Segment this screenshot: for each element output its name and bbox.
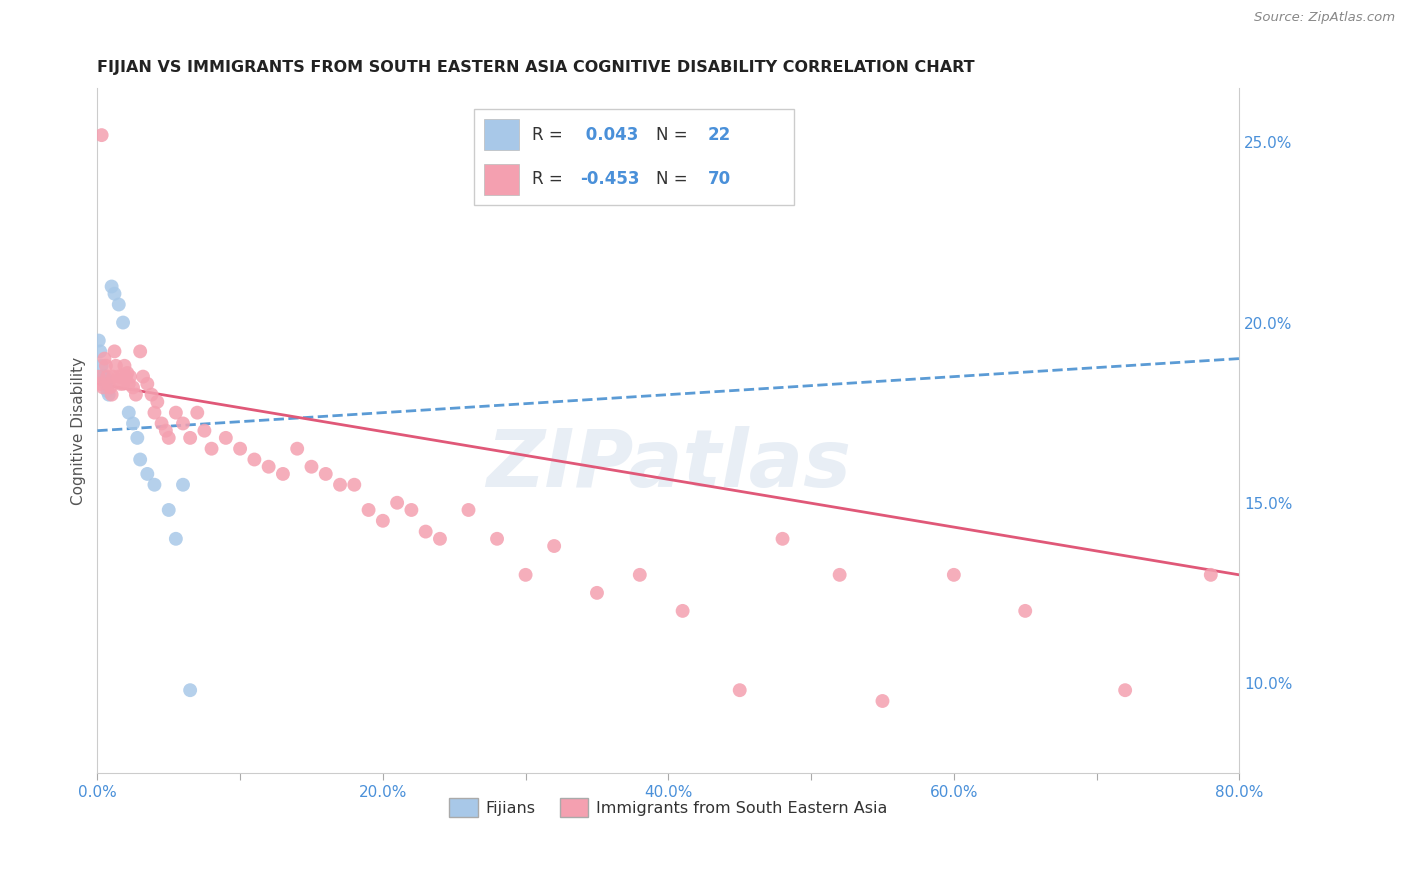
Y-axis label: Cognitive Disability: Cognitive Disability bbox=[72, 357, 86, 505]
Point bbox=[371, 514, 394, 528]
Point bbox=[179, 683, 201, 698]
Point bbox=[90, 359, 112, 373]
Point bbox=[1114, 683, 1136, 698]
Point bbox=[91, 380, 114, 394]
Point bbox=[97, 387, 120, 401]
Point bbox=[357, 503, 380, 517]
Point bbox=[122, 417, 145, 431]
Point bbox=[401, 503, 423, 517]
Point bbox=[98, 380, 121, 394]
Point bbox=[112, 376, 135, 391]
Point bbox=[942, 567, 965, 582]
Point bbox=[186, 406, 208, 420]
Point bbox=[429, 532, 451, 546]
Point bbox=[157, 431, 180, 445]
Point bbox=[486, 532, 509, 546]
Point bbox=[91, 369, 114, 384]
Point bbox=[143, 477, 166, 491]
Point bbox=[97, 376, 120, 391]
Point bbox=[229, 442, 252, 456]
Point bbox=[87, 334, 110, 348]
Point bbox=[108, 376, 131, 391]
Point bbox=[415, 524, 437, 539]
Point bbox=[1014, 604, 1036, 618]
Point bbox=[329, 477, 352, 491]
Text: Source: ZipAtlas.com: Source: ZipAtlas.com bbox=[1254, 11, 1395, 24]
Point bbox=[132, 369, 155, 384]
Point bbox=[100, 387, 122, 401]
Point bbox=[89, 376, 111, 391]
Point bbox=[117, 366, 139, 380]
Point bbox=[107, 369, 129, 384]
Point bbox=[628, 567, 651, 582]
Point bbox=[457, 503, 479, 517]
Point bbox=[107, 297, 129, 311]
Point bbox=[772, 532, 794, 546]
Point bbox=[141, 387, 163, 401]
Point bbox=[215, 431, 238, 445]
Text: FIJIAN VS IMMIGRANTS FROM SOUTH EASTERN ASIA COGNITIVE DISABILITY CORRELATION CH: FIJIAN VS IMMIGRANTS FROM SOUTH EASTERN … bbox=[97, 60, 974, 75]
Point bbox=[146, 394, 169, 409]
Point bbox=[90, 128, 112, 142]
Point bbox=[872, 694, 894, 708]
Point bbox=[1199, 567, 1222, 582]
Point bbox=[165, 406, 187, 420]
Point bbox=[728, 683, 751, 698]
Point bbox=[543, 539, 565, 553]
Point bbox=[136, 467, 159, 481]
Point bbox=[129, 344, 152, 359]
Point bbox=[385, 496, 408, 510]
Point bbox=[114, 359, 136, 373]
Point bbox=[118, 376, 141, 391]
Point bbox=[87, 369, 110, 384]
Point bbox=[118, 406, 141, 420]
Point bbox=[127, 431, 149, 445]
Point bbox=[586, 586, 609, 600]
Point bbox=[122, 380, 145, 394]
Point bbox=[93, 369, 115, 384]
Point bbox=[136, 376, 159, 391]
Point bbox=[285, 442, 308, 456]
Point bbox=[672, 604, 695, 618]
Point bbox=[101, 369, 124, 384]
Point bbox=[315, 467, 337, 481]
Point bbox=[103, 344, 125, 359]
Point bbox=[165, 532, 187, 546]
Point bbox=[179, 431, 201, 445]
Point bbox=[125, 387, 148, 401]
Point bbox=[112, 316, 135, 330]
Point bbox=[150, 417, 173, 431]
Point bbox=[257, 459, 280, 474]
Point bbox=[103, 286, 125, 301]
Point bbox=[100, 279, 122, 293]
Legend: Fijians, Immigrants from South Eastern Asia: Fijians, Immigrants from South Eastern A… bbox=[443, 792, 894, 823]
Text: ZIPatlas: ZIPatlas bbox=[486, 425, 851, 504]
Point bbox=[96, 384, 118, 398]
Point bbox=[828, 567, 851, 582]
Point bbox=[193, 424, 215, 438]
Point bbox=[89, 344, 111, 359]
Point bbox=[104, 359, 127, 373]
Point bbox=[172, 417, 194, 431]
Point bbox=[94, 376, 117, 391]
Point bbox=[115, 369, 138, 384]
Point bbox=[93, 351, 115, 366]
Point bbox=[301, 459, 323, 474]
Point bbox=[271, 467, 294, 481]
Point bbox=[343, 477, 366, 491]
Point bbox=[120, 369, 142, 384]
Point bbox=[172, 477, 194, 491]
Point bbox=[96, 369, 118, 384]
Point bbox=[94, 359, 117, 373]
Point bbox=[515, 567, 537, 582]
Point bbox=[157, 503, 180, 517]
Point bbox=[129, 452, 152, 467]
Point bbox=[155, 424, 177, 438]
Point bbox=[143, 406, 166, 420]
Point bbox=[110, 369, 132, 384]
Point bbox=[200, 442, 222, 456]
Point bbox=[243, 452, 266, 467]
